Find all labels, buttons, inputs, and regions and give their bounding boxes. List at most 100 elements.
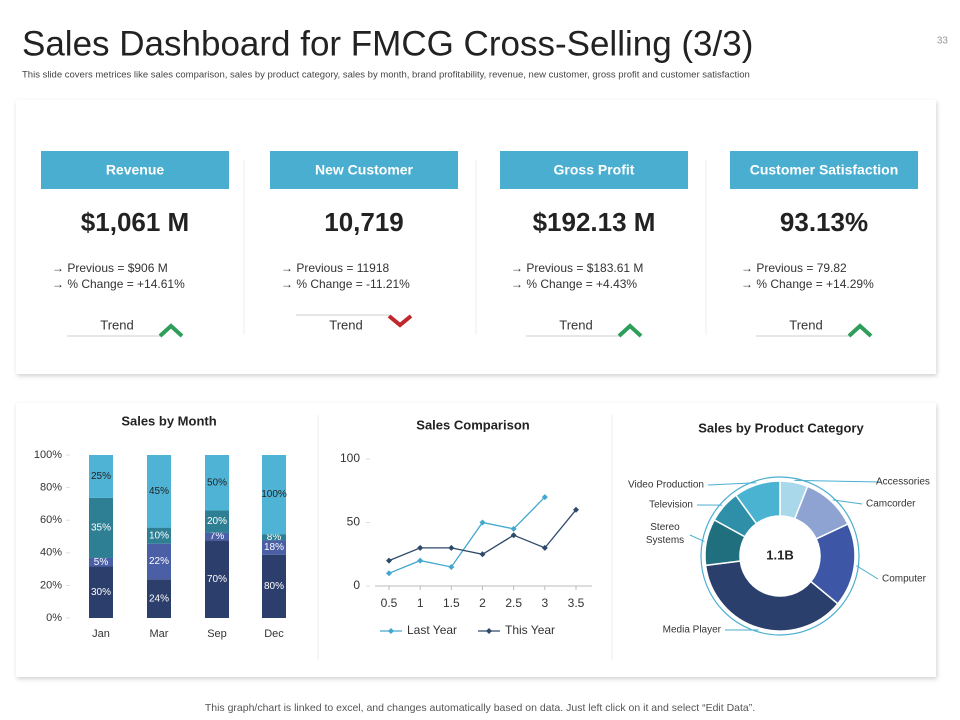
point (541, 494, 548, 501)
bar-segment (147, 527, 171, 544)
bar-segment (205, 455, 229, 511)
leader-line (707, 482, 757, 486)
trend-arrow (387, 314, 413, 328)
bar-segment (147, 543, 171, 580)
category-label: Computer (882, 574, 927, 585)
data-label: 100% (261, 489, 287, 500)
y-tick-label: 0% (46, 612, 62, 624)
trend-label: Trend (789, 317, 822, 332)
y-tick-label: 20% (40, 579, 62, 591)
kpi-value: $192.13 M (533, 207, 656, 237)
y-tick-label: 0 (353, 578, 360, 592)
x-tick-label: 0.5 (381, 596, 398, 610)
chart-title: Sales Comparison (416, 417, 529, 432)
x-tick-label: 1 (417, 596, 424, 610)
kpi-change: → % Change = +14.29% (741, 277, 874, 291)
category-label-box: Stereo Systems (645, 522, 685, 546)
point (448, 563, 455, 570)
bar-segment (89, 455, 113, 498)
category-label: Camcorder (866, 499, 916, 510)
x-tick-label: 3 (541, 596, 548, 610)
kpi-previous: → Previous = $906 M (52, 261, 168, 275)
page-number: 33 (937, 36, 949, 47)
leader-line (794, 479, 881, 483)
y-tick-label: 40% (40, 547, 62, 559)
kpi-previous: → Previous = 11918 (281, 261, 390, 275)
bar-segment (89, 557, 113, 567)
category-label: Television (649, 500, 693, 511)
point (510, 532, 517, 539)
data-label: 30% (91, 587, 111, 598)
x-tick-label: 1.5 (443, 596, 460, 610)
data-label: 25% (91, 471, 111, 482)
bar-segment (262, 540, 286, 555)
bar-segment (147, 579, 171, 618)
bar-segment (205, 532, 229, 541)
bar-segment (89, 566, 113, 618)
y-tick-label: 60% (40, 514, 62, 526)
data-label: 24% (149, 593, 169, 604)
data-label: 45% (149, 486, 169, 497)
data-label: 20% (207, 516, 227, 527)
point (479, 551, 486, 558)
legend-marker (486, 628, 492, 634)
kpi-change: → % Change = +14.61% (52, 277, 185, 291)
x-tick-label: Mar (150, 628, 169, 640)
trend-label: Trend (329, 317, 362, 332)
kpi-value: $1,061 M (81, 207, 189, 237)
data-label: 50% (207, 477, 227, 488)
kpi-title: Gross Profit (554, 162, 635, 178)
y-tick-label: 80% (40, 482, 62, 494)
bar-segment (205, 510, 229, 533)
kpi-title: Customer Satisfaction (750, 162, 899, 178)
leader-line (832, 499, 863, 505)
kpi-previous: → Previous = 79.82 (741, 261, 847, 275)
kpi-value: 93.13% (780, 207, 868, 237)
point (386, 570, 392, 577)
leader-line (689, 534, 705, 543)
x-tick-label: Jan (92, 628, 110, 640)
legend-marker (388, 628, 394, 634)
data-label: 22% (149, 556, 169, 567)
line-series (388, 496, 546, 574)
x-tick-label: 2.5 (505, 596, 522, 610)
data-label: 18% (264, 542, 284, 553)
bar-segment (89, 497, 113, 558)
bar-segment (262, 534, 286, 541)
point (479, 519, 486, 526)
x-tick-label: Sep (207, 628, 227, 640)
kpi-change: → % Change = -11.21% (281, 277, 410, 291)
kpi-header (500, 151, 688, 189)
donut-ring (700, 476, 860, 636)
leader-line (856, 565, 879, 580)
data-label: 5% (94, 557, 109, 568)
data-label: 8% (267, 532, 282, 543)
category-label: Accessories (876, 477, 930, 488)
kpi-value: 10,719 (324, 207, 404, 237)
point (386, 557, 392, 564)
point (417, 544, 424, 551)
chart-title: Sales by Month (121, 413, 216, 428)
kpi-header (730, 151, 918, 189)
kpi-title: New Customer (315, 162, 414, 178)
point (573, 506, 579, 513)
bar-segment (147, 455, 171, 528)
point (448, 544, 455, 551)
x-tick-label: 3.5 (568, 596, 585, 610)
x-tick-label: Dec (264, 628, 284, 640)
data-label: 80% (264, 581, 284, 592)
title: Sales Dashboard for FMCG Cross-Selling (… (22, 24, 753, 63)
chart-title: Sales by Product Category (698, 420, 864, 435)
footer: This graph/chart is linked to excel, and… (205, 702, 755, 714)
category-label: Media Player (663, 625, 722, 636)
trend-arrow (847, 323, 873, 338)
point (510, 525, 517, 532)
category-label: Stereo Systems (645, 522, 685, 546)
data-label: 70% (207, 574, 227, 585)
kpi-header (41, 151, 229, 189)
kpi-previous: → Previous = $183.61 M (511, 261, 643, 275)
point (541, 544, 548, 551)
trend-arrow (617, 323, 643, 338)
bar-segment (205, 540, 229, 618)
bar-segment (262, 554, 286, 618)
